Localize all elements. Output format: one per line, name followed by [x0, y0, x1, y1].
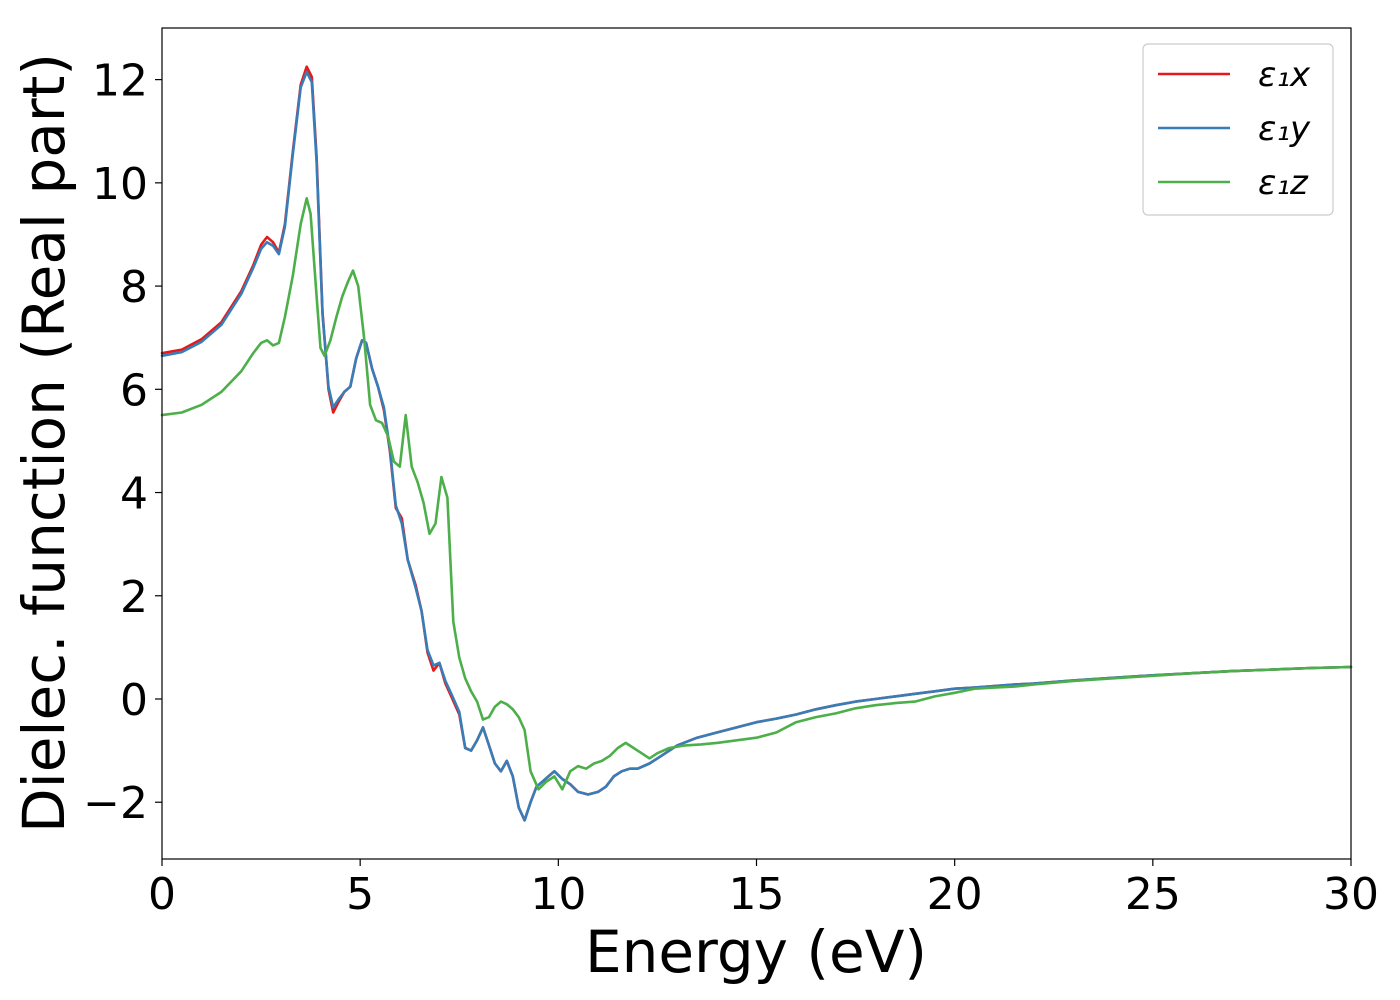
- x-tick-label: 0: [148, 869, 176, 920]
- y-tick-label: 10: [92, 159, 148, 210]
- series-layer: [160, 65, 1353, 822]
- y-axis-title: Dielec. function (Real part): [10, 53, 78, 833]
- series-line-3: [160, 197, 1353, 791]
- x-tick-label: 10: [530, 869, 586, 920]
- x-axis-title: Energy (eV): [585, 918, 927, 986]
- x-tick-label: 15: [729, 869, 785, 920]
- y-tick-label: 6: [120, 365, 148, 416]
- y-axis: −2 0 2 4 6 8 10 12: [83, 56, 162, 829]
- y-tick-label: 2: [120, 572, 148, 623]
- y-tick-label: 0: [120, 675, 148, 726]
- x-tick-label: 5: [346, 869, 374, 920]
- series-line-2: [160, 70, 1353, 822]
- y-tick-label: 4: [120, 469, 148, 520]
- legend-box: [1142, 43, 1334, 216]
- legend-label-2: ε₁y: [1258, 109, 1311, 149]
- y-tick-label: 8: [120, 262, 148, 313]
- x-tick-label: 30: [1323, 869, 1379, 920]
- x-tick-label: 20: [927, 869, 983, 920]
- legend: ε₁x ε₁y ε₁z: [1142, 43, 1334, 216]
- y-tick-label: −2: [83, 778, 148, 829]
- legend-label-3: ε₁z: [1258, 163, 1309, 203]
- x-tick-label: 25: [1125, 869, 1181, 920]
- legend-label-1: ε₁x: [1258, 55, 1311, 95]
- y-tick-label: 12: [92, 56, 148, 107]
- x-axis: 0 5 10 15 20 25 30: [148, 859, 1379, 920]
